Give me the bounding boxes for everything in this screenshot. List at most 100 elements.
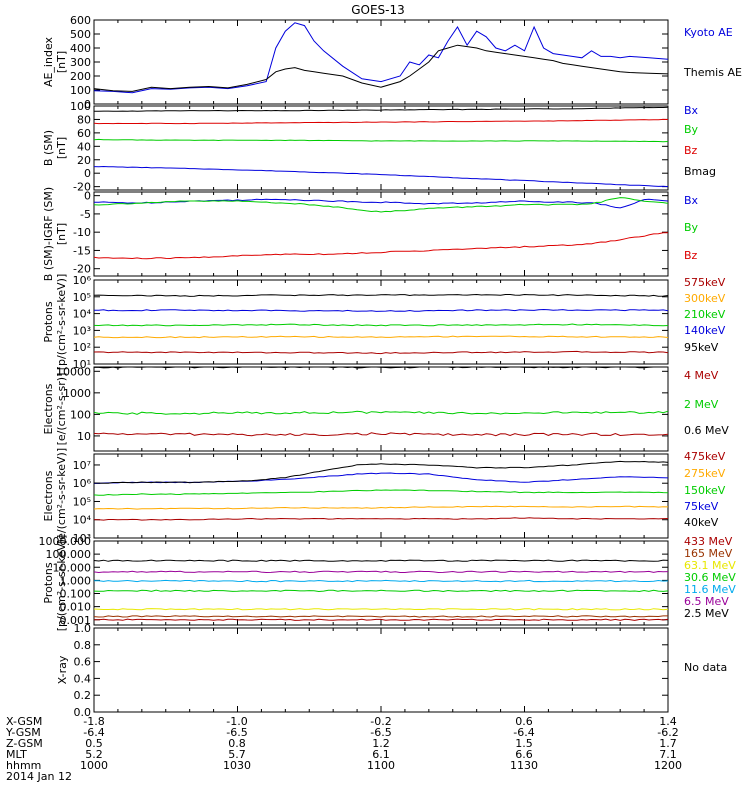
series-line-Bz — [93, 118, 669, 125]
ephemeris-value: -6.4 — [83, 726, 104, 739]
y-axis-label: Protons — [42, 562, 55, 603]
series-line-165-MeV — [93, 615, 668, 618]
panel-3: -20 -15 -10 -5 0 B (SM)-IGRF (SM) [nT] Bx By Bz — [42, 187, 699, 281]
series-line-300keV — [93, 335, 669, 339]
y-tick-label: 0.010 — [60, 601, 92, 614]
panel-frame — [93, 453, 669, 539]
series-line-150keV — [93, 489, 669, 496]
legend-entry: 2 MeV — [684, 398, 719, 411]
y-axis-label: AE_index — [42, 36, 55, 87]
legend-entry: 40keV — [684, 516, 719, 529]
legend-entry: 210keV — [684, 308, 726, 321]
y-axis-label: [nT] — [55, 51, 68, 73]
ephemeris-value: 7.1 — [659, 748, 677, 761]
y-tick-label: 0.100 — [60, 588, 92, 601]
panel-frame — [93, 366, 669, 452]
series-line-4-MeV — [93, 432, 669, 437]
y-tick-label: 100.000 — [46, 548, 92, 561]
legend-entry: 433 MeV — [684, 535, 733, 548]
legend-entry: Themis AE — [683, 66, 742, 79]
legend-entry: 63.1 MeV — [684, 559, 736, 572]
plot-title: GOES-13 — [351, 3, 405, 17]
ephemeris-table: X-GSMY-GSMZ-GSMMLThhmm-1.8-6.40.55.21000… — [5, 715, 682, 783]
legend-entry: 475keV — [684, 450, 726, 463]
legend-entry: 165 MeV — [684, 547, 733, 560]
legend-entry: Bz — [684, 249, 698, 262]
y-tick-label: 10³ — [73, 324, 91, 337]
y-axis-label: [p/(cm²-s-sr-keV)] — [55, 274, 68, 371]
y-tick-label: 10⁵ — [73, 291, 91, 304]
y-tick-label: 0 — [84, 167, 91, 180]
y-axis-label: X-ray — [56, 655, 69, 684]
y-tick-label: 1.0 — [74, 622, 92, 635]
series-line-140keV — [93, 308, 669, 312]
ephemeris-value: 1130 — [510, 759, 538, 772]
series-line-2-MeV — [93, 410, 669, 415]
panel-frame — [93, 627, 669, 713]
y-tick-label: 10 — [77, 430, 91, 443]
legend-entry: 150keV — [684, 484, 726, 497]
ephemeris-value: -1.0 — [226, 715, 247, 728]
y-tick-label: 300 — [70, 56, 91, 69]
y-tick-label: -20 — [73, 263, 91, 276]
y-tick-label: 10⁷ — [73, 459, 91, 472]
y-tick-label: -5 — [80, 208, 91, 221]
legend-entry: 30.6 MeV — [684, 571, 736, 584]
panel-frame — [93, 540, 669, 626]
ephemeris-date: 2014 Jan 12 — [6, 770, 72, 783]
legend-entry: By — [684, 123, 699, 136]
series-line-By — [93, 138, 669, 143]
y-tick-label: 500 — [70, 28, 91, 41]
y-tick-label: 10.000 — [53, 561, 92, 574]
y-tick-label: 10000 — [56, 365, 91, 378]
series-line-By — [93, 197, 669, 213]
y-tick-label: 0.8 — [74, 639, 92, 652]
y-tick-label: 1000.000 — [39, 535, 92, 548]
ephemeris-value: -6.5 — [226, 726, 247, 739]
ephemeris-value: 1200 — [654, 759, 682, 772]
y-tick-label: 0.0 — [74, 706, 92, 719]
y-tick-label: 0 — [84, 98, 91, 111]
y-axis-label: Electrons — [42, 383, 55, 434]
ephemeris-value: 1030 — [223, 759, 251, 772]
ephemeris-row-label: Y-GSM — [5, 726, 41, 739]
series-line-0.6-MeV — [94, 366, 668, 369]
y-tick-label: 60 — [77, 127, 91, 140]
legend-entry: Bmag — [684, 165, 716, 178]
ephemeris-value: 1.5 — [515, 737, 533, 750]
y-tick-label: -20 — [73, 181, 91, 194]
y-tick-label: 200 — [70, 70, 91, 83]
series-line-475keV — [93, 517, 669, 521]
series-line-Kyoto-AE — [93, 22, 669, 94]
y-tick-label: -15 — [73, 244, 91, 257]
y-tick-label: 0.2 — [74, 689, 92, 702]
legend-entry: 300keV — [684, 292, 726, 305]
y-tick-label: 10² — [73, 341, 91, 354]
series-line-11.6-MeV — [94, 579, 669, 583]
y-tick-label: 0.001 — [60, 614, 92, 627]
legend-entry: 95keV — [684, 341, 719, 354]
ephemeris-value: 1.2 — [372, 737, 390, 750]
y-tick-label: 100 — [70, 84, 91, 97]
series-line-Bmag — [93, 106, 669, 112]
y-tick-label: 10³ — [73, 532, 91, 545]
ephemeris-value: 5.7 — [228, 748, 246, 761]
y-tick-label: 10¹ — [73, 358, 91, 371]
y-tick-label: 40 — [77, 140, 91, 153]
legend-entry: Bx — [684, 194, 699, 207]
ephemeris-value: 1.7 — [659, 737, 677, 750]
ephemeris-row-label: hhmm — [6, 759, 41, 772]
legend-entry: 11.6 MeV — [684, 583, 736, 596]
y-tick-label: 10⁴ — [73, 514, 92, 527]
legend-entry: 75keV — [684, 500, 719, 513]
legend-entry: Bz — [684, 144, 698, 157]
y-axis-label: Protons — [42, 301, 55, 342]
panel-frame — [93, 279, 669, 365]
panel-6: 10³ 10⁴ 10⁵ 10⁶ 10⁷ Electrons [e/(cm²-s-sr-keV… — [42, 448, 726, 545]
ephemeris-value: -6.4 — [513, 726, 534, 739]
y-axis-label: B (SM)-IGRF (SM) — [42, 187, 55, 281]
ephemeris-value: 0.5 — [85, 737, 103, 750]
